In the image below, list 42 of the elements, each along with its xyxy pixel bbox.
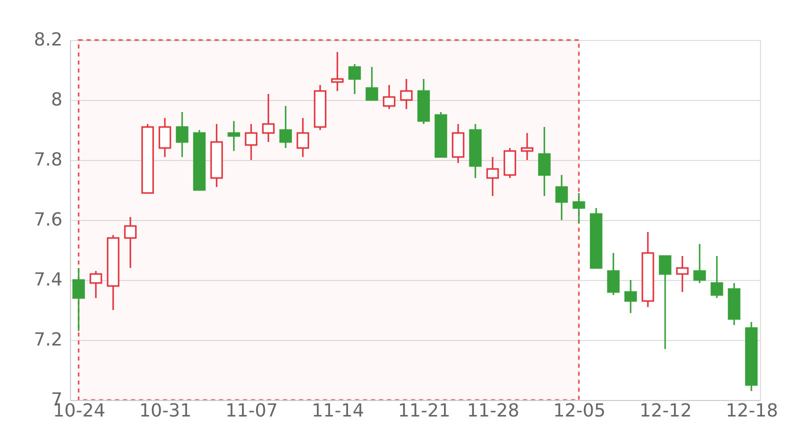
- y-tick-label: 7.4: [34, 270, 62, 290]
- candlestick: [279, 105, 292, 149]
- candlestick: [520, 132, 534, 161]
- x-tick-label: 12-18: [726, 400, 778, 422]
- candlestick: [710, 255, 724, 299]
- candlestick: [244, 123, 258, 161]
- x-tick-label: 11-21: [398, 400, 450, 422]
- candlestick: [676, 255, 689, 293]
- candlestick: [400, 78, 413, 110]
- y-tick-label: 8: [51, 90, 62, 110]
- candlestick: [348, 63, 361, 95]
- candlestick: [538, 126, 551, 197]
- candlestick: [72, 267, 85, 332]
- candlestick: [124, 216, 137, 269]
- candlestick: [228, 120, 240, 152]
- candlestick: [658, 255, 672, 350]
- x-tick-label: 10-31: [139, 400, 192, 422]
- candlestick: [366, 66, 378, 101]
- candlestick: [176, 111, 188, 158]
- candlestick: [331, 51, 344, 92]
- y-tick-label: 7.8: [34, 150, 62, 170]
- y-tick-label: 7.2: [34, 330, 62, 350]
- y-tick-label: 8.2: [34, 30, 62, 50]
- candlestick: [624, 279, 637, 314]
- candlestick: [486, 156, 499, 197]
- y-tick-label: 7.6: [34, 210, 62, 230]
- candlestick: [693, 243, 706, 284]
- candlestick: [296, 117, 310, 158]
- candlestick: [452, 123, 464, 164]
- candlestick: [607, 252, 620, 296]
- candlestick: [382, 84, 396, 110]
- x-tick-label: 11-28: [466, 400, 520, 422]
- x-tick-label: 11-07: [225, 400, 278, 422]
- candlestick: [158, 117, 172, 158]
- candlestick: [90, 270, 102, 299]
- x-tick-label: 11-14: [312, 400, 364, 422]
- candlestick: [555, 174, 568, 221]
- candlestick: [504, 147, 516, 179]
- x-tick-label: 12-12: [639, 400, 692, 422]
- x-tick-label: 12-05: [553, 400, 606, 422]
- candlestick: [262, 93, 275, 143]
- candlestick: [572, 192, 586, 224]
